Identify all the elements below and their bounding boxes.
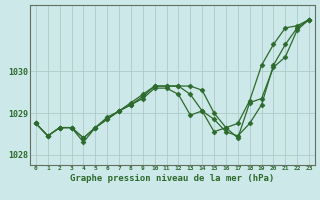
X-axis label: Graphe pression niveau de la mer (hPa): Graphe pression niveau de la mer (hPa) [70,174,275,183]
